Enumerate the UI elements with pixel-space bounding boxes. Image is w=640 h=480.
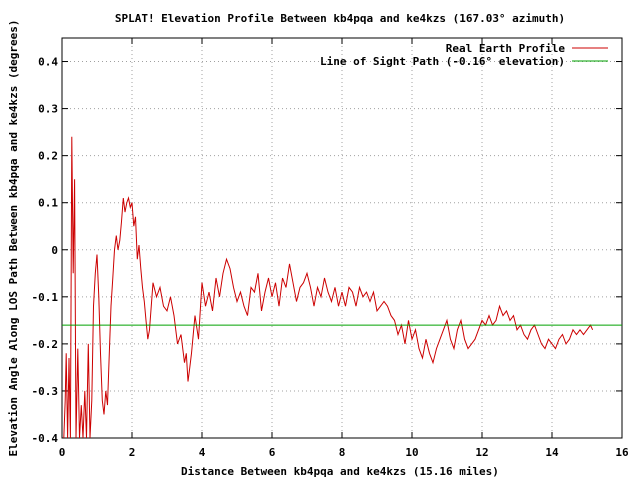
x-tick-label: 12 bbox=[475, 446, 488, 459]
x-tick-labels: 0 2 4 6 8 10 12 14 16 bbox=[59, 446, 629, 459]
y-tick-label: -0.2 bbox=[32, 338, 59, 351]
x-tick-label: 14 bbox=[545, 446, 559, 459]
chart-title: SPLAT! Elevation Profile Between kb4pqa … bbox=[115, 12, 565, 25]
y-tick-label: 0.3 bbox=[38, 103, 58, 116]
legend-label-real-earth: Real Earth Profile bbox=[446, 42, 566, 55]
data-series bbox=[62, 136, 622, 439]
y-tick-label: 0 bbox=[51, 244, 58, 257]
x-tick-label: 4 bbox=[199, 446, 206, 459]
y-axis-label: Elevation Angle Along LOS Path Between k… bbox=[7, 19, 20, 456]
x-tick-label: 10 bbox=[405, 446, 418, 459]
y-tick-label: 0.2 bbox=[38, 150, 58, 163]
y-tick-label: 0.4 bbox=[38, 56, 58, 69]
y-tick-label: 0.1 bbox=[38, 197, 58, 210]
legend-label-line-of-sight: Line of Sight Path (-0.16° elevation) bbox=[320, 55, 565, 68]
x-tick-label: 0 bbox=[59, 446, 66, 459]
y-tick-label: -0.1 bbox=[32, 291, 59, 304]
x-tick-label: 8 bbox=[339, 446, 346, 459]
y-tick-label: -0.4 bbox=[32, 432, 59, 445]
series-real-earth-profile bbox=[63, 136, 594, 439]
x-tick-label: 2 bbox=[129, 446, 136, 459]
legend: Real Earth Profile Line of Sight Path (-… bbox=[320, 42, 608, 68]
x-tick-label: 6 bbox=[269, 446, 276, 459]
axis-ticks bbox=[61, 38, 623, 439]
y-tick-label: -0.3 bbox=[32, 385, 59, 398]
x-tick-label: 16 bbox=[615, 446, 629, 459]
grid-lines bbox=[61, 38, 623, 439]
y-tick-labels: -0.4 -0.3 -0.2 -0.1 0 0.1 0.2 0.3 0.4 bbox=[32, 56, 59, 445]
x-axis-label: Distance Between kb4pqa and ke4kzs (15.1… bbox=[181, 465, 499, 478]
